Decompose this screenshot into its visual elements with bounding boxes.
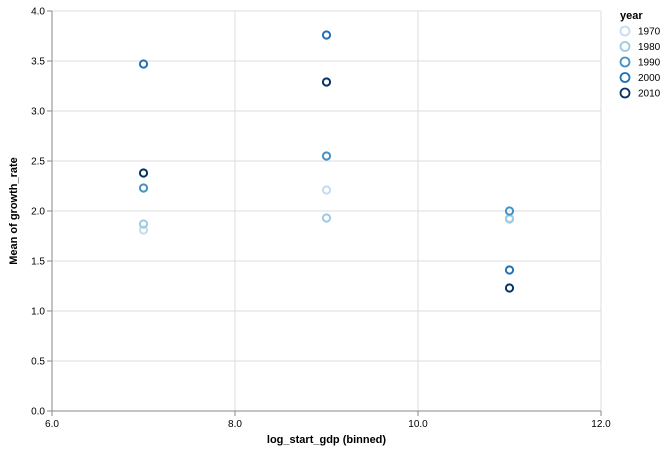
data-point [138, 183, 149, 193]
data-point [138, 59, 149, 69]
x-tick-label: 12.0 [591, 419, 611, 430]
legend-title: year [620, 10, 643, 22]
grid-lines [51, 10, 602, 412]
legend: year 1970 1980 1990 2000 2010 [619, 10, 661, 100]
legend-symbol [619, 56, 631, 68]
y-tick-label: 1.0 [31, 307, 45, 318]
legend-label: 2010 [638, 89, 661, 100]
legend-symbol [619, 72, 631, 83]
y-tick-label: 2.5 [31, 157, 45, 168]
legend-symbol [619, 41, 631, 52]
data-point [138, 219, 149, 229]
y-tick-label: 1.5 [31, 257, 45, 268]
y-tick-label: 2.0 [31, 207, 45, 218]
data-point [504, 265, 515, 275]
x-tick-label: 10.0 [408, 419, 428, 430]
y-tick-label: 3.5 [31, 57, 45, 68]
y-tick-label: 4.0 [31, 7, 45, 18]
axes: 0.0 0.5 1.0 1.5 2.0 2.5 3.0 3.5 4.0 6.0 8.0 10.0 12.… [31, 7, 611, 431]
data-point [321, 213, 332, 223]
y-tick-label: 3.0 [31, 107, 45, 118]
x-tick-label: 6.0 [45, 419, 59, 430]
data-point [321, 151, 332, 161]
data-point [321, 30, 332, 40]
y-tick-label: 0.0 [31, 407, 45, 418]
legend-symbol [619, 87, 631, 99]
data-point [321, 185, 332, 195]
data-point [504, 206, 515, 216]
y-tick-label: 0.5 [31, 357, 45, 368]
data-point [138, 225, 149, 235]
data-point [504, 283, 515, 293]
legend-label: 2000 [638, 73, 661, 84]
x-tick-label: 8.0 [228, 419, 242, 430]
data-points [138, 30, 515, 293]
data-point [138, 168, 149, 178]
legend-label: 1980 [638, 42, 661, 53]
x-axis-title: log_start_gdp (binned) [267, 434, 387, 446]
data-point [321, 77, 332, 87]
y-axis-title: Mean of growth_rate [8, 157, 20, 265]
legend-label: 1990 [638, 58, 661, 69]
legend-label: 1970 [638, 27, 661, 38]
legend-symbol [619, 25, 631, 37]
